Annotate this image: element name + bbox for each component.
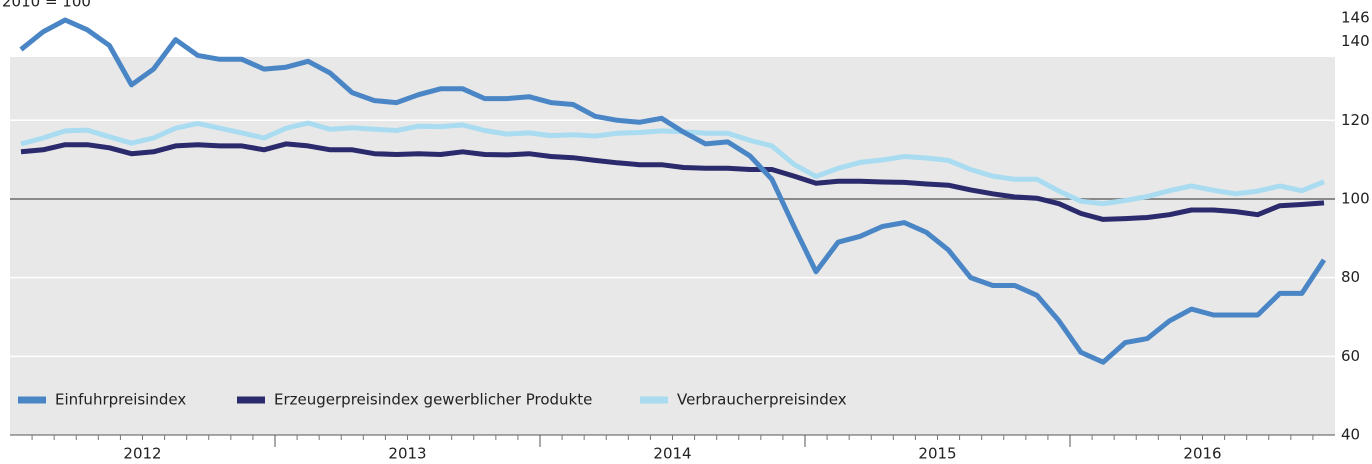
x-tick-label: 2014 [653,445,691,463]
y-tick-label: 120 [1341,111,1370,129]
y-tick-label: 80 [1341,268,1360,286]
legend-label: Einfuhrpreisindex [55,391,186,409]
y-tick-label: 100 [1341,189,1370,207]
y-tick-label: 146 [1341,9,1370,27]
series-line [20,141,1325,222]
x-tick-label: 2016 [1183,445,1221,463]
chart-subtitle: 2010 = 100 [2,0,91,11]
x-tick-label: 2015 [918,445,956,463]
y-tick-label: 140 [1341,32,1370,50]
legend-label: Erzeugerpreisindex gewerblicher Produkte [274,391,592,409]
x-tick-label: 2013 [388,445,426,463]
legend-label: Verbraucherpreisindex [677,391,847,409]
series-line [19,17,1327,365]
y-tick-label: 40 [1341,426,1360,444]
y-tick-label: 60 [1341,347,1360,365]
series-line [20,120,1325,207]
x-tick-label: 2012 [123,445,161,463]
plot-background [10,57,1335,435]
